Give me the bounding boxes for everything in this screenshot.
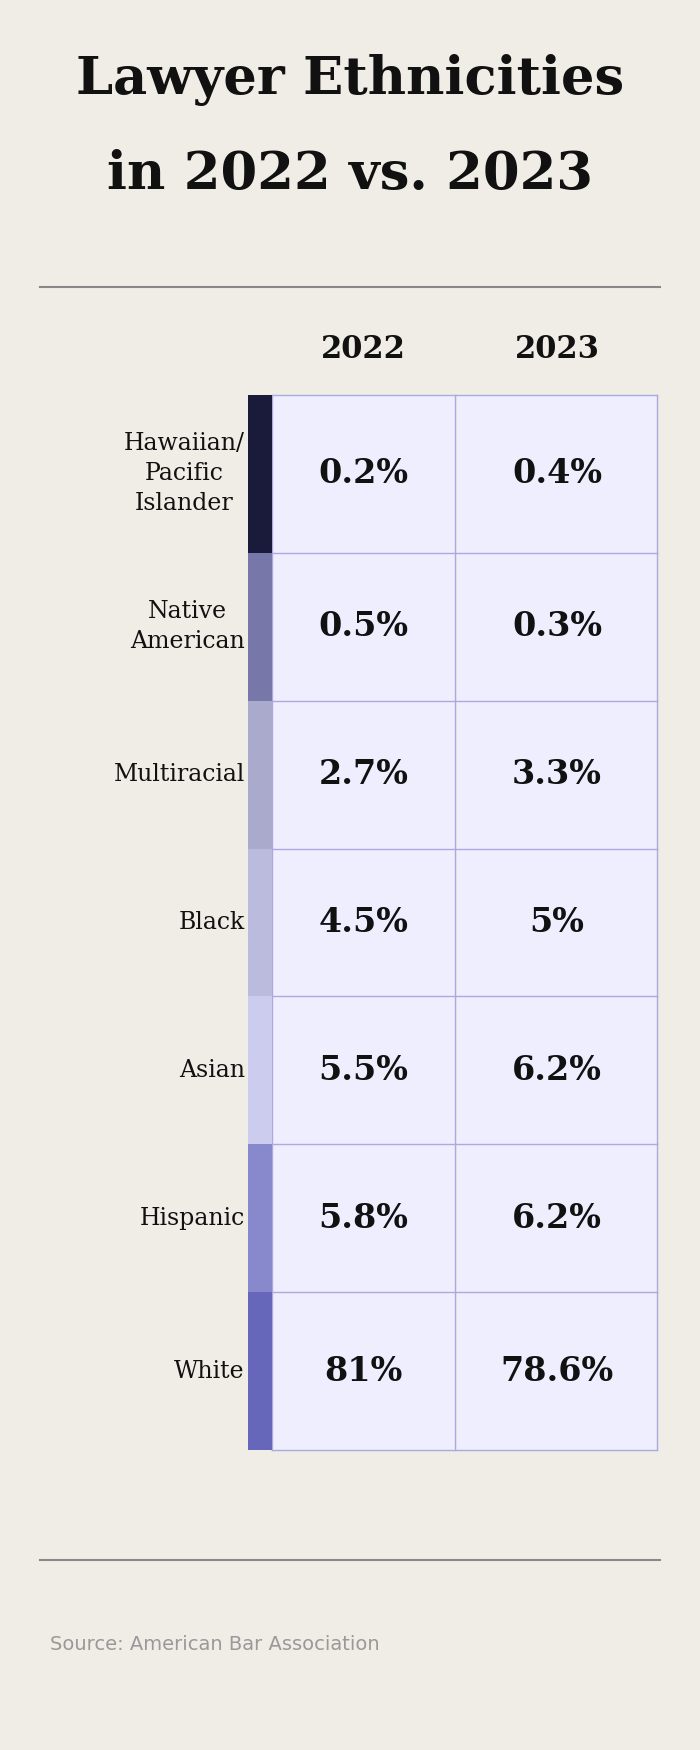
Text: 2.7%: 2.7% — [318, 758, 409, 791]
Bar — [457, 996, 657, 1144]
Text: Lawyer Ethnicities: Lawyer Ethnicities — [76, 54, 624, 107]
Text: Multiracial: Multiracial — [113, 763, 245, 786]
Bar — [248, 849, 272, 996]
Text: 0.5%: 0.5% — [318, 611, 409, 642]
Text: 5.5%: 5.5% — [318, 1054, 409, 1087]
Bar — [272, 396, 455, 553]
Bar — [457, 1144, 657, 1293]
Bar — [248, 1293, 272, 1451]
Text: 5.8%: 5.8% — [318, 1202, 409, 1235]
Text: Hawaiian/
Pacific
Islander: Hawaiian/ Pacific Islander — [124, 432, 245, 516]
Text: 5%: 5% — [529, 906, 584, 940]
Text: 3.3%: 3.3% — [512, 758, 602, 791]
Bar — [272, 849, 455, 996]
Text: Hispanic: Hispanic — [140, 1208, 245, 1230]
Bar — [457, 700, 657, 849]
Bar — [248, 700, 272, 849]
Text: 4.5%: 4.5% — [318, 906, 409, 940]
Bar — [272, 553, 455, 700]
Bar — [248, 1144, 272, 1293]
Text: 0.2%: 0.2% — [318, 457, 409, 490]
Bar — [457, 1293, 657, 1451]
Bar — [457, 849, 657, 996]
Bar — [272, 700, 455, 849]
Text: 78.6%: 78.6% — [500, 1354, 614, 1388]
Bar — [457, 553, 657, 700]
Text: White: White — [174, 1360, 245, 1382]
Bar — [272, 1144, 455, 1293]
Text: Asian: Asian — [179, 1059, 245, 1082]
Text: 2023: 2023 — [514, 334, 599, 366]
Text: 81%: 81% — [324, 1354, 402, 1388]
Text: 2022: 2022 — [321, 334, 406, 366]
Text: Native
American: Native American — [130, 600, 245, 653]
Bar — [248, 996, 272, 1144]
Bar — [272, 996, 455, 1144]
Bar — [248, 396, 272, 553]
Text: 6.2%: 6.2% — [512, 1054, 602, 1087]
Text: in 2022 vs. 2023: in 2022 vs. 2023 — [107, 149, 593, 201]
Text: Source: American Bar Association: Source: American Bar Association — [50, 1636, 379, 1654]
Text: 0.3%: 0.3% — [512, 611, 602, 642]
Text: 0.4%: 0.4% — [512, 457, 602, 490]
Bar — [272, 1293, 455, 1451]
Bar — [457, 396, 657, 553]
Text: 6.2%: 6.2% — [512, 1202, 602, 1235]
Text: Black: Black — [178, 912, 245, 934]
Bar — [248, 553, 272, 700]
